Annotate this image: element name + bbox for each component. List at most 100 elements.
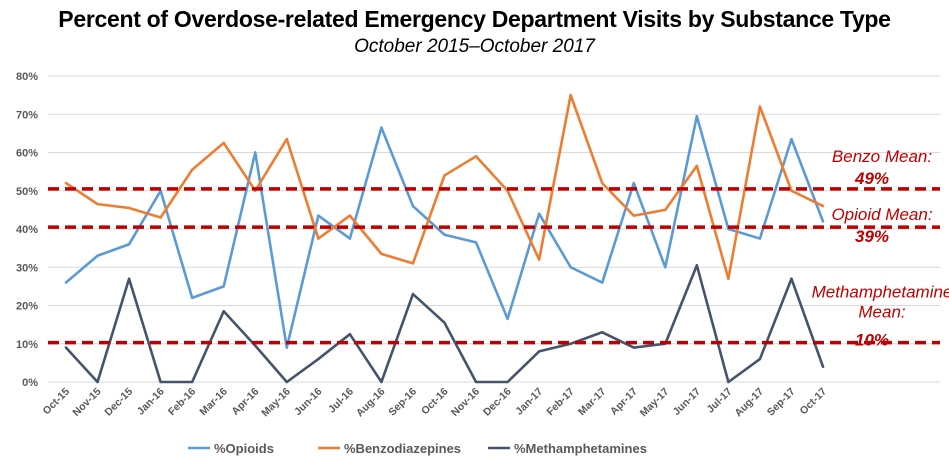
data-point xyxy=(695,264,699,267)
data-point xyxy=(190,168,194,171)
data-point xyxy=(254,151,257,154)
x-tick-label: Sep-16 xyxy=(386,386,419,419)
y-tick-label: 0% xyxy=(22,377,38,389)
data-point xyxy=(222,141,225,145)
data-point xyxy=(96,202,99,206)
data-point xyxy=(127,206,131,210)
data-point xyxy=(96,254,99,257)
data-point xyxy=(727,380,730,384)
data-point xyxy=(411,292,415,296)
x-tick-label: Mar-16 xyxy=(197,386,230,419)
data-point xyxy=(727,277,730,280)
gridlines xyxy=(48,75,940,383)
y-tick-label: 50% xyxy=(16,186,38,198)
x-tick-label: Oct-15 xyxy=(41,386,73,418)
x-tick-label: Apr-17 xyxy=(608,386,640,418)
chart-subtitle: October 2015–October 2017 xyxy=(354,36,595,57)
data-point xyxy=(443,321,446,324)
x-tick-label: Oct-17 xyxy=(798,386,830,418)
data-point xyxy=(790,189,793,192)
x-tick-label: Jan-16 xyxy=(135,386,167,418)
data-point xyxy=(348,332,352,336)
x-tick-label: Oct-16 xyxy=(419,386,451,418)
data-point xyxy=(601,281,604,284)
mean-value: 10% xyxy=(855,331,889,350)
data-point xyxy=(127,243,131,246)
mean-label: Mean: xyxy=(858,303,906,322)
x-tick-label: Jan-17 xyxy=(513,386,545,418)
x-tick-label: Aug-17 xyxy=(732,386,766,420)
data-point xyxy=(380,380,383,384)
data-point xyxy=(695,114,699,118)
data-point xyxy=(537,258,541,261)
x-tick-label: Jun-16 xyxy=(292,386,325,419)
data-point xyxy=(790,277,793,280)
data-point xyxy=(506,317,509,321)
data-point xyxy=(317,357,320,361)
data-point xyxy=(474,380,478,384)
data-point xyxy=(758,357,762,361)
x-tick-label: Apr-16 xyxy=(229,386,261,418)
data-point xyxy=(821,204,825,208)
data-point xyxy=(64,281,68,284)
data-point xyxy=(348,214,352,217)
y-tick-label: 40% xyxy=(16,224,38,236)
data-point xyxy=(443,174,446,177)
data-point xyxy=(601,181,604,185)
data-point xyxy=(411,262,415,265)
data-point xyxy=(821,365,825,368)
x-tick-label: Dec-15 xyxy=(102,386,135,419)
data-point xyxy=(411,204,415,208)
data-point xyxy=(159,216,162,219)
x-tick-label: Sep-17 xyxy=(765,386,798,419)
data-point xyxy=(569,266,572,269)
x-tick-label: Jul-17 xyxy=(705,386,735,416)
legend-label: %Benzodiazepines xyxy=(344,441,461,456)
data-point xyxy=(190,380,194,384)
data-point xyxy=(64,346,68,349)
data-point xyxy=(64,181,68,185)
data-point xyxy=(159,380,162,384)
y-tick-label: 10% xyxy=(16,339,38,351)
mean-value: 49% xyxy=(854,169,889,188)
data-point xyxy=(348,237,352,240)
mean-value: 39% xyxy=(855,227,889,246)
data-point xyxy=(317,214,320,217)
legend-label: %Opioids xyxy=(214,441,274,456)
data-point xyxy=(127,277,131,280)
data-point xyxy=(758,237,762,240)
data-point xyxy=(632,214,635,217)
data-point xyxy=(537,212,541,215)
data-point xyxy=(285,137,288,141)
data-point xyxy=(380,126,383,129)
data-point xyxy=(664,208,667,212)
x-tick-label: Mar-17 xyxy=(576,386,609,419)
mean-reference-lines: Benzo Mean: 49% Opioid Mean: 39% Methampheta… xyxy=(48,147,949,350)
data-point xyxy=(285,346,288,349)
data-point xyxy=(632,181,635,185)
data-point xyxy=(664,266,667,269)
data-point xyxy=(569,93,572,97)
data-point xyxy=(443,233,446,236)
data-point xyxy=(758,105,762,108)
data-point xyxy=(821,220,825,223)
data-point xyxy=(317,237,320,240)
y-tick-label: 70% xyxy=(16,109,38,121)
data-point xyxy=(569,342,572,345)
data-point xyxy=(474,241,478,244)
x-tick-label: Jul-16 xyxy=(326,386,356,416)
data-point xyxy=(222,285,225,288)
chart-title: Percent of Overdose-related Emergency De… xyxy=(58,6,891,32)
legend: %Opioids %Benzodiazepines %Methamphetamine… xyxy=(188,441,647,456)
x-tick-label: May-16 xyxy=(259,386,293,420)
data-point xyxy=(601,331,604,334)
mean-label: Benzo Mean: xyxy=(832,147,932,166)
data-point xyxy=(190,296,194,300)
data-point xyxy=(537,350,541,353)
data-point xyxy=(380,252,383,256)
data-point xyxy=(790,137,793,141)
x-tick-label: Nov-16 xyxy=(449,386,482,419)
data-point xyxy=(632,346,635,349)
